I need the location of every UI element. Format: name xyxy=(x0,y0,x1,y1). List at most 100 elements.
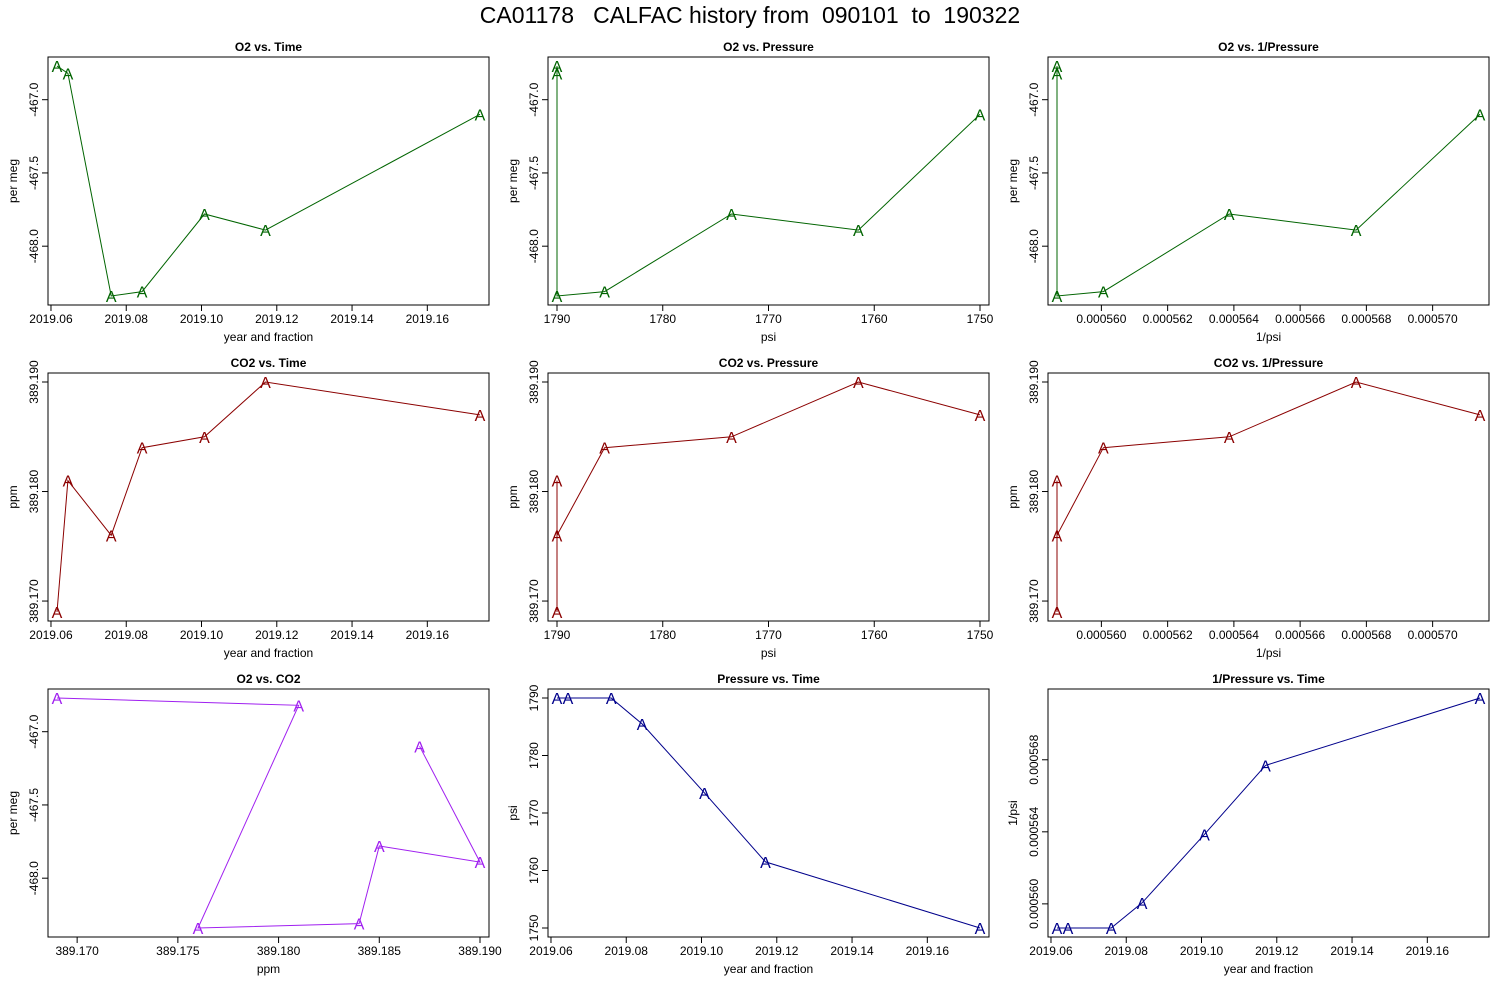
y-tick-label: -467.0 xyxy=(527,82,541,116)
y-tick-label: 1790 xyxy=(527,684,541,711)
x-tick-label: 2019.08 xyxy=(105,628,149,642)
y-axis-label: per meg xyxy=(1006,159,1020,203)
y-tick-label: 0.000560 xyxy=(1027,879,1041,929)
chart-title: Pressure vs. Time xyxy=(717,672,820,686)
data-point: A xyxy=(606,691,617,708)
data-point: A xyxy=(1475,691,1486,708)
y-tick-label: 389.190 xyxy=(527,360,541,404)
data-point: A xyxy=(199,430,210,447)
x-tick-label: 0.000570 xyxy=(1408,628,1458,642)
chart-panel: O2 vs. 1/Pressure 0.000560 0.000562 0.00056… xyxy=(1006,40,1490,344)
chart-title: CO2 vs. 1/Pressure xyxy=(1214,356,1324,370)
data-point: A xyxy=(1224,430,1235,447)
y-tick-label: 0.000568 xyxy=(1027,734,1041,784)
data-point: A xyxy=(52,59,63,76)
data-point: A xyxy=(199,207,210,224)
chart-panel: 1/Pressure vs. Time 2019.06 2019.08 2019.10… xyxy=(1006,672,1490,976)
data-point: A xyxy=(1052,474,1063,491)
x-tick-label: 389.180 xyxy=(257,944,301,958)
y-tick-label: 1760 xyxy=(527,857,541,884)
data-point: A xyxy=(552,66,563,83)
x-axis-label: 1/psi xyxy=(1256,330,1281,344)
x-tick-label: 389.170 xyxy=(55,944,99,958)
data-point: A xyxy=(1063,921,1074,938)
series-line xyxy=(557,697,981,929)
x-tick-label: 389.190 xyxy=(458,944,502,958)
x-tick-label: 2019.12 xyxy=(755,944,799,958)
x-tick-label: 0.000560 xyxy=(1076,628,1126,642)
x-tick-label: 2019.16 xyxy=(906,944,950,958)
data-point: A xyxy=(1052,528,1063,545)
x-tick-label: 1770 xyxy=(755,312,782,326)
plot-frame xyxy=(547,688,990,938)
x-tick-label: 389.185 xyxy=(358,944,402,958)
y-tick-label: 389.180 xyxy=(27,470,41,514)
chart-panel: CO2 vs. Pressure 1790 1780 1770 1760 1750 389.… xyxy=(506,356,994,660)
x-axis-label: 1/psi xyxy=(1256,646,1281,660)
x-tick-label: 1750 xyxy=(967,312,994,326)
data-point: A xyxy=(1199,827,1210,844)
data-point: A xyxy=(853,375,864,392)
x-tick-label: 0.000564 xyxy=(1209,312,1259,326)
y-axis-label: ppm xyxy=(6,485,20,508)
data-point: A xyxy=(1052,289,1063,306)
y-tick-label: -468.0 xyxy=(27,229,41,263)
y-axis-label: per meg xyxy=(6,159,20,203)
y-tick-label: -467.5 xyxy=(27,156,41,190)
x-tick-label: 0.000568 xyxy=(1341,312,1391,326)
series-line xyxy=(1056,66,1481,297)
data-point: A xyxy=(293,698,304,715)
x-tick-label: 2019.12 xyxy=(255,312,299,326)
x-tick-label: 2019.16 xyxy=(1406,944,1450,958)
y-tick-label: 389.170 xyxy=(27,579,41,623)
chart-title: O2 vs. 1/Pressure xyxy=(1218,40,1319,54)
x-tick-label: 2019.16 xyxy=(406,312,450,326)
data-point: A xyxy=(760,855,771,872)
x-tick-label: 2019.14 xyxy=(330,628,374,642)
x-tick-label: 2019.06 xyxy=(29,628,73,642)
data-point: A xyxy=(414,739,425,756)
data-point: A xyxy=(475,107,486,124)
y-tick-label: 389.180 xyxy=(1027,470,1041,514)
data-point: A xyxy=(1351,375,1362,392)
plot-frame xyxy=(47,372,490,622)
x-tick-label: 0.000566 xyxy=(1275,628,1325,642)
data-point: A xyxy=(475,408,486,425)
x-tick-label: 1750 xyxy=(967,628,994,642)
x-tick-label: 0.000562 xyxy=(1143,628,1193,642)
chart-panel: O2 vs. Time 2019.06 2019.08 2019.10 2019.12 2… xyxy=(6,40,490,344)
series-line xyxy=(1056,381,1481,612)
y-axis-label: per meg xyxy=(506,159,520,203)
x-tick-label: 2019.10 xyxy=(680,944,724,958)
data-point: A xyxy=(1224,207,1235,224)
chart-panel: CO2 vs. Time 2019.06 2019.08 2019.10 2019.12… xyxy=(6,356,490,660)
y-tick-label: 389.170 xyxy=(527,579,541,623)
x-tick-label: 1790 xyxy=(544,312,571,326)
x-tick-label: 2019.10 xyxy=(1180,944,1224,958)
x-tick-label: 2019.16 xyxy=(406,628,450,642)
x-axis-label: psi xyxy=(761,330,776,344)
data-point: A xyxy=(599,285,610,302)
y-axis-label: per meg xyxy=(6,791,20,835)
y-tick-label: -468.0 xyxy=(1027,229,1041,263)
data-point: A xyxy=(552,528,563,545)
data-point: A xyxy=(1260,758,1271,775)
y-axis-label: 1/psi xyxy=(1006,800,1020,825)
chart-title: O2 vs. CO2 xyxy=(236,672,300,686)
plot-frame xyxy=(47,688,490,938)
x-axis-label: year and fraction xyxy=(224,330,313,344)
x-tick-label: 2019.10 xyxy=(180,628,224,642)
chart-title: 1/Pressure vs. Time xyxy=(1212,672,1325,686)
data-point: A xyxy=(63,66,74,83)
series-line xyxy=(56,65,481,297)
x-tick-label: 2019.08 xyxy=(1105,944,1149,958)
data-point: A xyxy=(637,717,648,734)
x-axis-label: year and fraction xyxy=(1224,962,1313,976)
data-point: A xyxy=(106,289,117,306)
series-line xyxy=(556,381,981,612)
data-point: A xyxy=(1106,921,1117,938)
x-tick-label: 2019.08 xyxy=(605,944,649,958)
data-point: A xyxy=(552,474,563,491)
data-point: A xyxy=(354,917,365,934)
data-point: A xyxy=(552,605,563,622)
